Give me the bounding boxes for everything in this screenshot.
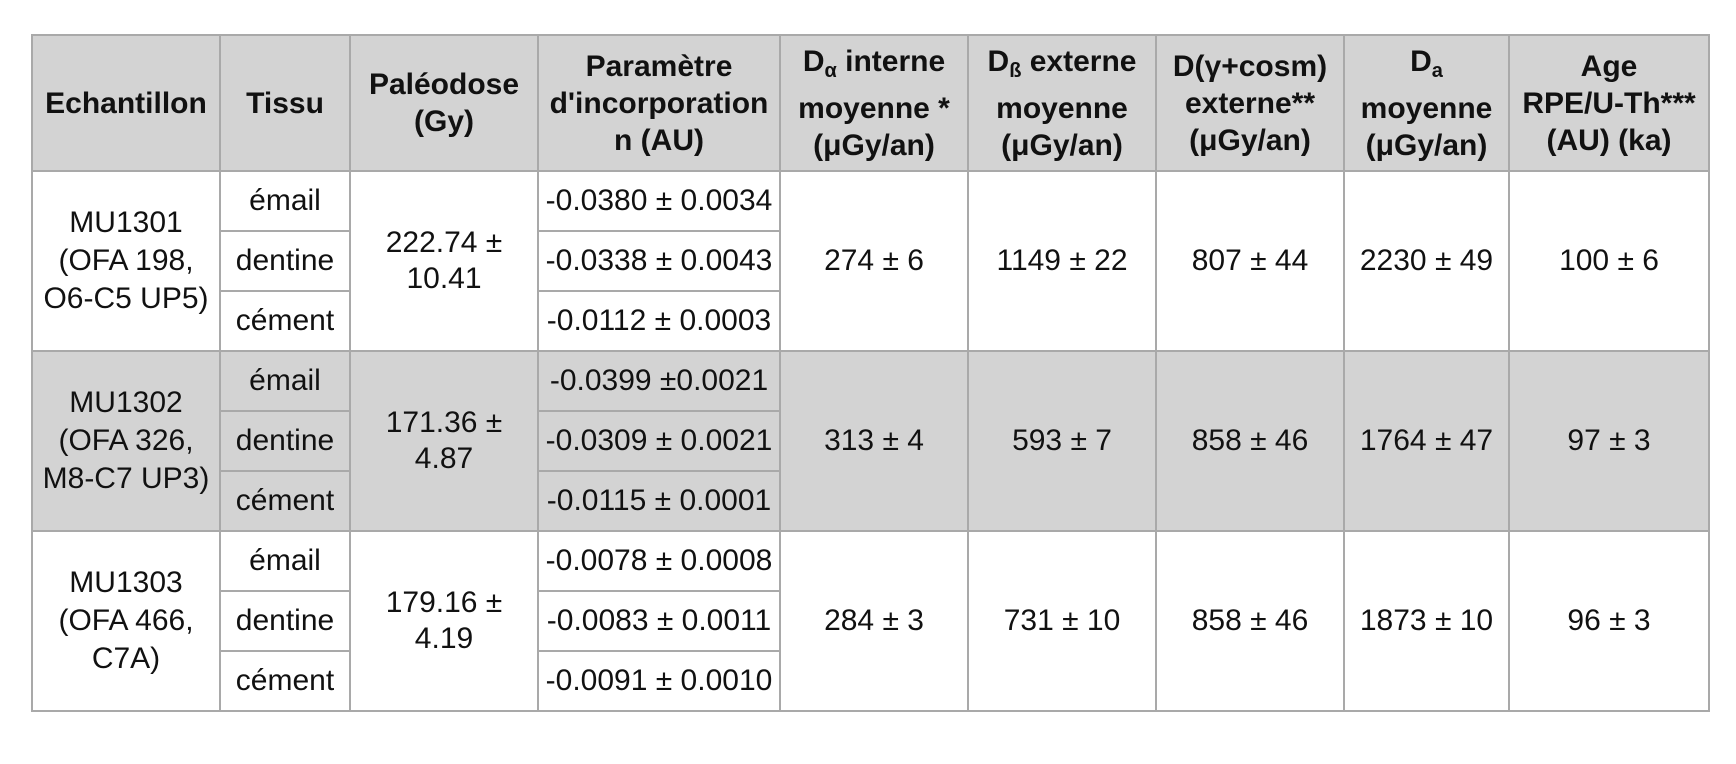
header-age: Age RPE/U-Th*** (AU) (ka) xyxy=(1508,34,1710,172)
incorporation-param-cell: -0.0115 ± 0.0001 xyxy=(537,470,781,532)
tissue-cell: dentine xyxy=(219,590,351,652)
header-sample: Echantillon xyxy=(31,34,221,172)
table-row: MU1302 (OFA 326, M8-C7 UP3) émail 171.36 ±… xyxy=(31,350,1710,532)
incorporation-param-cell: -0.0091 ± 0.0010 xyxy=(537,650,781,712)
internal-alpha-dose-cell: 313 ± 4 xyxy=(779,350,969,532)
tissue-cell: cément xyxy=(219,290,351,352)
tissue-cell: cément xyxy=(219,470,351,532)
table-row: dentine -0.0309 ± 0.0021 xyxy=(32,410,1709,472)
header-external-beta-dose: Dß externe moyenne (μGy/an) xyxy=(967,34,1157,172)
internal-alpha-dose-cell: 274 ± 6 xyxy=(779,170,969,352)
header-internal-alpha-dose: Dα interne moyenne * (μGy/an) xyxy=(779,34,969,172)
incorporation-param-cell: -0.0083 ± 0.0011 xyxy=(537,590,781,652)
table-row: MU1301 (OFA 198, O6-C5 UP5) émail 222.74 ±… xyxy=(31,170,1710,352)
annual-dose-cell: 1764 ± 47 xyxy=(1343,350,1510,532)
external-gamma-cosmic-dose-cell: 858 ± 46 xyxy=(1155,350,1345,532)
table-row: MU1303 (OFA 466, C7A) émail 179.16 ± 4.19 … xyxy=(31,530,1710,712)
table-row: cément -0.0112 ± 0.0003 xyxy=(32,290,1709,352)
internal-alpha-dose-cell: 284 ± 3 xyxy=(779,530,969,712)
incorporation-param-cell: -0.0399 ±0.0021 xyxy=(537,350,781,412)
tissue-cell: émail xyxy=(219,170,351,232)
tissue-cell: dentine xyxy=(219,230,351,292)
sample-cell: MU1301 (OFA 198, O6-C5 UP5) xyxy=(31,170,221,352)
incorporation-param-cell: -0.0112 ± 0.0003 xyxy=(537,290,781,352)
tissue-cell: cément xyxy=(219,650,351,712)
header-row: Echantillon Tissu Paléodose (Gy) Paramètr… xyxy=(31,34,1710,172)
tissue-cell: émail xyxy=(219,530,351,592)
dating-results-table: Echantillon Tissu Paléodose (Gy) Paramètr… xyxy=(31,34,1710,712)
tissue-cell: émail xyxy=(219,350,351,412)
header-tissue: Tissu xyxy=(219,34,351,172)
age-cell: 96 ± 3 xyxy=(1508,530,1710,712)
header-external-gamma-cosmic-dose: D(γ+cosm) externe** (μGy/an) xyxy=(1155,34,1345,172)
table-row: dentine -0.0338 ± 0.0043 xyxy=(32,230,1709,292)
age-cell: 97 ± 3 xyxy=(1508,350,1710,532)
header-incorporation-param: Paramètre d'incorporation n (AU) xyxy=(537,34,781,172)
incorporation-param-cell: -0.0380 ± 0.0034 xyxy=(537,170,781,232)
header-annual-dose: Da moyenne (μGy/an) xyxy=(1343,34,1510,172)
annual-dose-cell: 2230 ± 49 xyxy=(1343,170,1510,352)
incorporation-param-cell: -0.0338 ± 0.0043 xyxy=(537,230,781,292)
paleodose-cell: 179.16 ± 4.19 xyxy=(349,530,539,712)
header-paleodose: Paléodose (Gy) xyxy=(349,34,539,172)
age-cell: 100 ± 6 xyxy=(1508,170,1710,352)
table-container: Echantillon Tissu Paléodose (Gy) Paramètr… xyxy=(31,34,1710,712)
annual-dose-cell: 1873 ± 10 xyxy=(1343,530,1510,712)
table-row: cément -0.0091 ± 0.0010 xyxy=(32,650,1709,712)
tissue-cell: dentine xyxy=(219,410,351,472)
paleodose-cell: 222.74 ±10.41 xyxy=(349,170,539,352)
incorporation-param-cell: -0.0309 ± 0.0021 xyxy=(537,410,781,472)
external-gamma-cosmic-dose-cell: 858 ± 46 xyxy=(1155,530,1345,712)
sample-cell: MU1302 (OFA 326, M8-C7 UP3) xyxy=(31,350,221,532)
external-beta-dose-cell: 593 ± 7 xyxy=(967,350,1157,532)
sample-cell: MU1303 (OFA 466, C7A) xyxy=(31,530,221,712)
external-beta-dose-cell: 1149 ± 22 xyxy=(967,170,1157,352)
external-gamma-cosmic-dose-cell: 807 ± 44 xyxy=(1155,170,1345,352)
table-row: dentine -0.0083 ± 0.0011 xyxy=(32,590,1709,652)
incorporation-param-cell: -0.0078 ± 0.0008 xyxy=(537,530,781,592)
external-beta-dose-cell: 731 ± 10 xyxy=(967,530,1157,712)
table-row: cément -0.0115 ± 0.0001 xyxy=(32,470,1709,532)
paleodose-cell: 171.36 ± 4.87 xyxy=(349,350,539,532)
